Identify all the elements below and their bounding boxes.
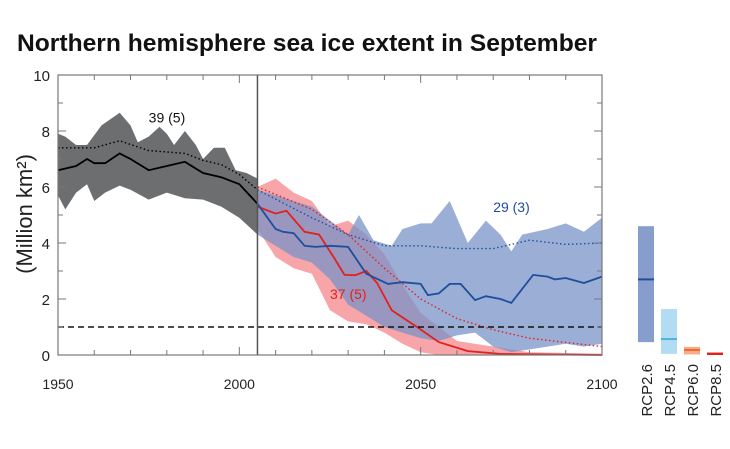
rcp85-mean-line (257, 205, 603, 356)
side-bar-label: RCP6.0 (685, 364, 702, 417)
y-tick-label: 2 (42, 292, 50, 309)
rcp85-range-band (257, 178, 602, 355)
y-tick-label: 4 (42, 236, 50, 253)
annotation-historical: 39 (5) (149, 110, 186, 126)
rcp26-dotted-line (257, 189, 603, 250)
y-tick-label: 10 (33, 68, 50, 85)
historical-dotted-line (58, 140, 258, 191)
annotation-rcp26: 29 (3) (493, 199, 530, 215)
x-tick-label: 2100 (586, 376, 617, 392)
historical-mean-line (57, 152, 259, 205)
x-tick-label: 2000 (224, 376, 255, 392)
y-axis-label: (Million km²) (12, 154, 37, 274)
y-tick-label: 6 (42, 180, 50, 197)
y-tick-label: 0 (42, 348, 50, 365)
rcp26-range-band (257, 189, 602, 353)
y-tick-label: 8 (42, 124, 50, 141)
x-tick-label: 2050 (405, 376, 436, 392)
x-tick-label: 1950 (42, 376, 73, 392)
side-bar-label: RCP4.5 (662, 364, 679, 417)
historical-range-band (58, 112, 258, 235)
annotation-rcp85: 37 (5) (330, 286, 367, 302)
chart-title: Northern hemisphere sea ice extent in Se… (17, 30, 597, 57)
side-bar-rcp4.5 (661, 309, 677, 354)
side-bar-label: RCP2.6 (639, 364, 656, 417)
side-bar-label: RCP8.5 (708, 364, 725, 417)
rcp85-dotted-line (257, 186, 603, 348)
side-bar-rcp2.6 (638, 226, 654, 343)
rcp26-mean-line (256, 203, 603, 304)
